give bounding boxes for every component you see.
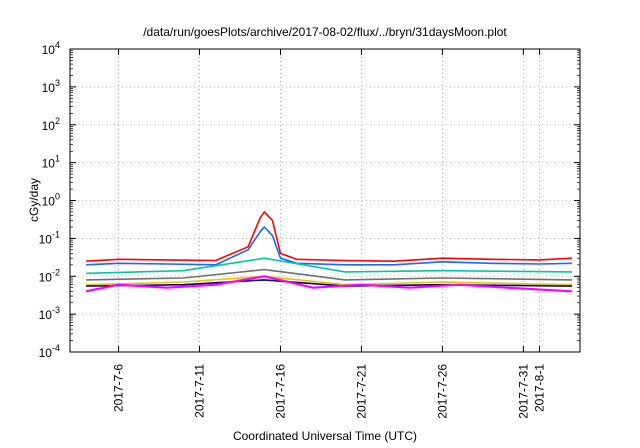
- series-line-4: [86, 268, 572, 281]
- series-line-1: [86, 211, 572, 263]
- y-tick-label: 10-1: [39, 229, 60, 246]
- x-axis-label: Coordinated Universal Time (UTC): [233, 429, 417, 443]
- y-tick-label: 101: [42, 154, 60, 171]
- series-line-7: [85, 275, 572, 293]
- series-line-5: [86, 275, 572, 286]
- y-axis-label: cGy/day: [27, 178, 41, 222]
- y-tick-label: 100: [42, 192, 60, 209]
- x-tick-label: 2017-7-21: [354, 364, 368, 419]
- x-tick-label: 2017-8-1: [533, 364, 547, 412]
- y-ticks: 10-4 10-3 10-2 10-1 100 101 102 103 104: [39, 40, 580, 360]
- x-tick-label: 2017-7-31: [516, 364, 530, 419]
- x-tick-label: 2017-7-11: [193, 364, 207, 418]
- y-tick-label: 10-2: [39, 267, 60, 284]
- grid: [70, 49, 580, 352]
- y-tick-label: 10-3: [39, 305, 60, 322]
- x-tick-label: 2017-7-6: [112, 364, 126, 412]
- y-tick-label: 102: [42, 116, 60, 133]
- y-tick-label: 103: [42, 78, 60, 95]
- y-tick-label: 104: [42, 40, 60, 57]
- y-tick-label: 10-4: [39, 343, 60, 360]
- x-tick-label: 2017-7-26: [435, 364, 449, 419]
- series-line-2: [86, 226, 572, 266]
- chart-title: /data/run/goesPlots/archive/2017-08-02/f…: [143, 25, 507, 39]
- x-tick-label: 2017-7-16: [273, 364, 287, 419]
- series-layer: [85, 211, 572, 293]
- series-line-3: [86, 257, 572, 275]
- x-ticks: 2017-7-6 2017-7-11 2017-7-16 2017-7-21 2017-…: [112, 49, 547, 419]
